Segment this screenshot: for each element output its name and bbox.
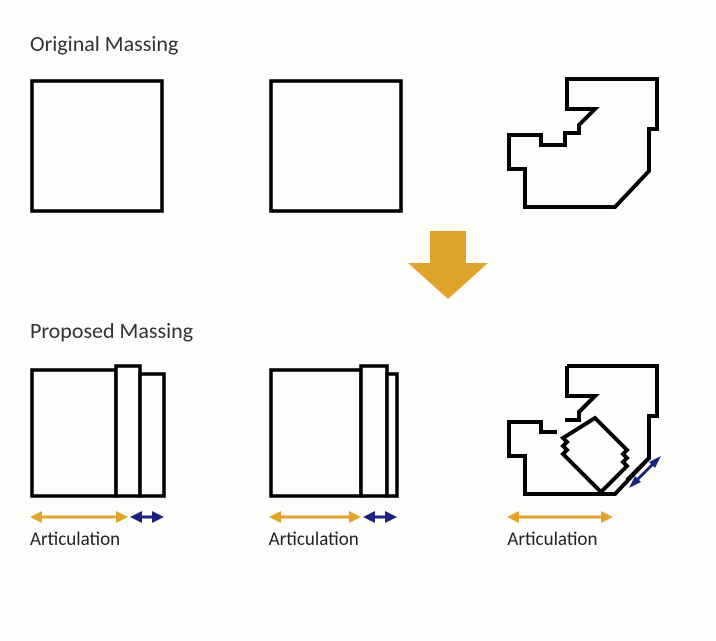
original-cell-1	[30, 75, 209, 215]
proposed-shape-3	[507, 362, 686, 502]
articulation-label-2: Articulation	[269, 528, 359, 551]
proposed-cell-3: Articulation	[507, 362, 686, 551]
articulated-rects-icon	[269, 362, 409, 502]
h-arrows-icon	[507, 508, 647, 526]
complex-shape-icon	[507, 75, 667, 215]
proposed-shape-1	[30, 362, 209, 502]
complex-articulated-icon	[507, 362, 677, 502]
proposed-row: Articulation Articulation	[30, 362, 686, 551]
square-icon	[269, 75, 409, 215]
square-icon	[30, 75, 170, 215]
original-shape-3	[507, 75, 686, 215]
original-shape-2	[269, 75, 448, 215]
proposed-cell-1: Articulation	[30, 362, 209, 551]
h-arrows-icon	[269, 508, 409, 526]
original-row	[30, 75, 686, 215]
articulated-rects-icon	[30, 362, 170, 502]
original-shape-1	[30, 75, 209, 215]
articulation-label-1: Articulation	[30, 528, 120, 551]
articulation-label-3: Articulation	[507, 528, 597, 551]
articulation-arrows-1	[30, 508, 170, 526]
proposed-shape-2	[269, 362, 448, 502]
original-cell-2	[269, 75, 448, 215]
down-arrow-container	[30, 231, 686, 299]
proposed-title: Proposed Massing	[30, 317, 686, 344]
h-arrows-icon	[30, 508, 170, 526]
down-arrow-icon	[408, 231, 488, 299]
original-title: Original Massing	[30, 30, 686, 57]
original-cell-3	[507, 75, 686, 215]
articulation-arrows-2	[269, 508, 409, 526]
proposed-cell-2: Articulation	[269, 362, 448, 551]
articulation-arrows-3	[507, 508, 647, 526]
